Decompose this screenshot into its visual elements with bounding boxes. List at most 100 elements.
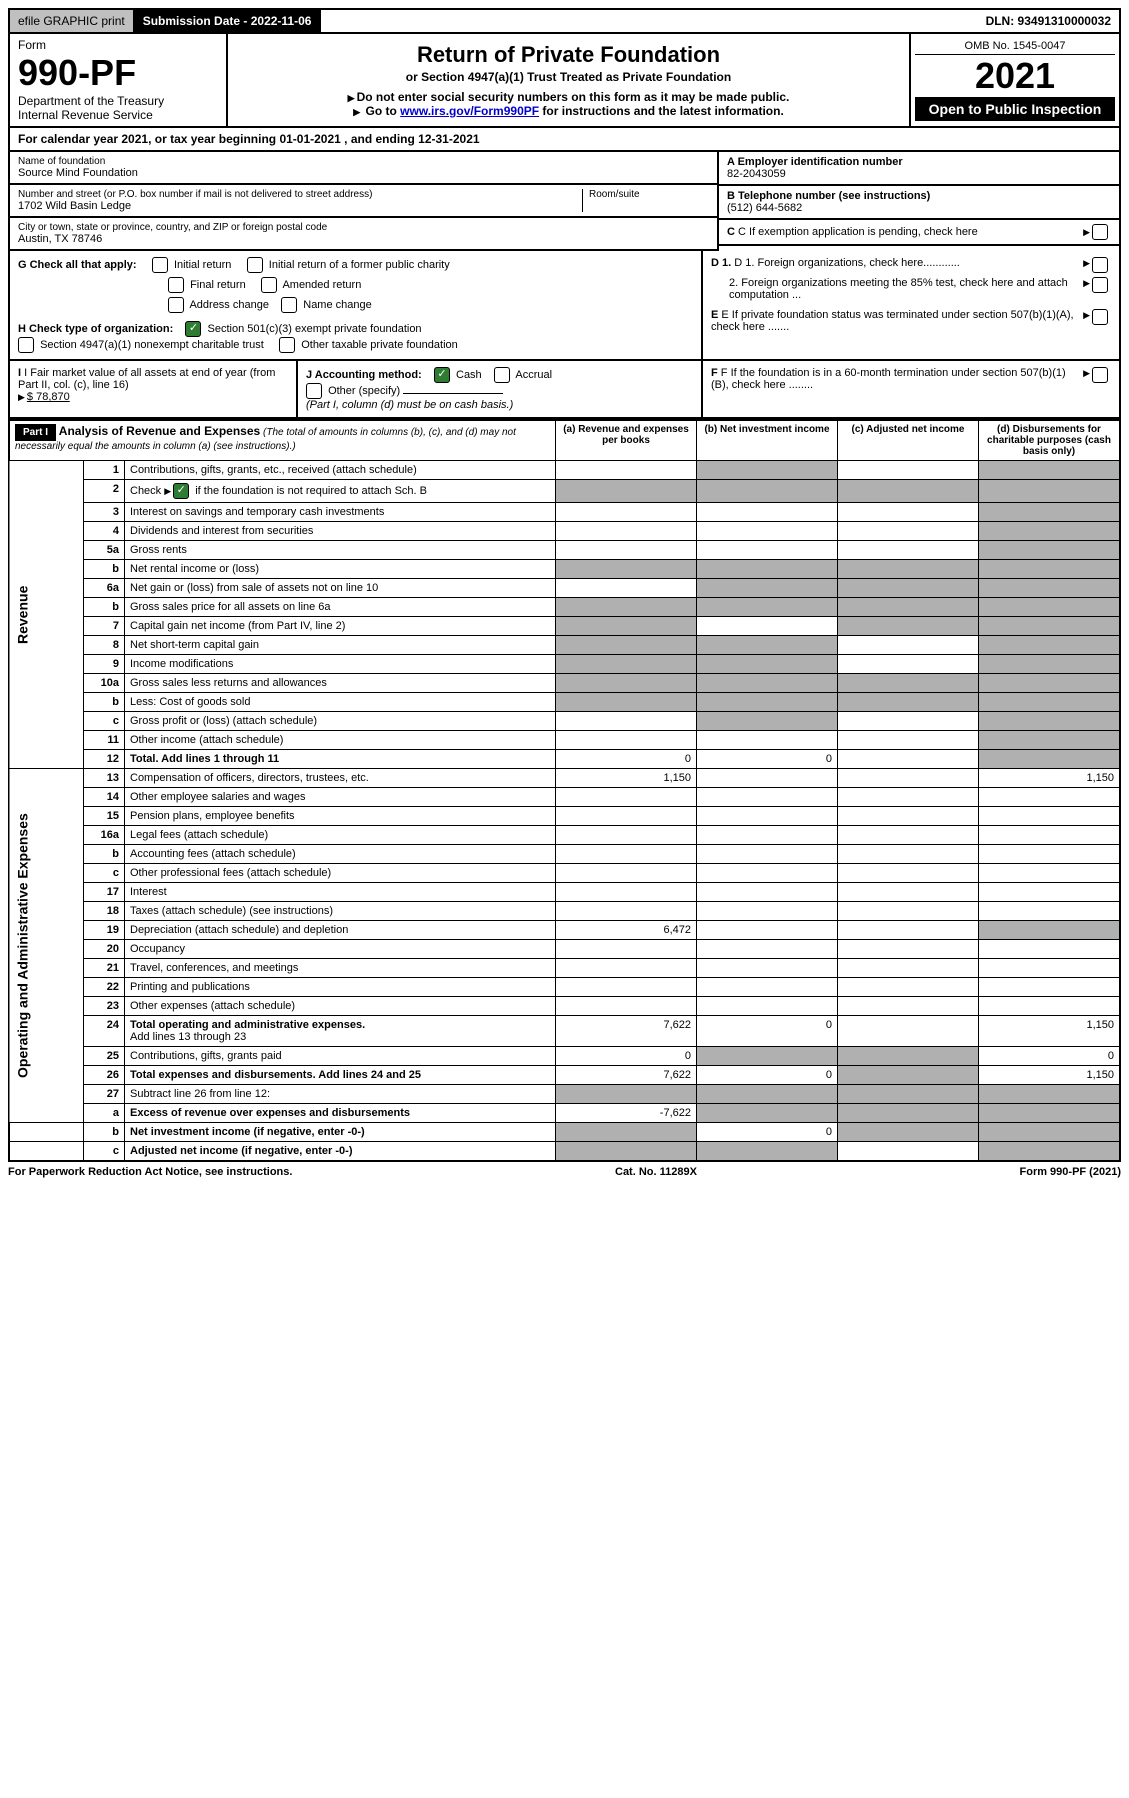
- phone-value: (512) 644-5682: [727, 202, 1111, 214]
- dept-treasury: Department of the Treasury: [18, 94, 218, 108]
- exemption-checkbox[interactable]: [1092, 224, 1108, 240]
- final-return-checkbox[interactable]: [168, 277, 184, 293]
- ssn-note: Do not enter social security numbers on …: [234, 90, 903, 104]
- r24-d: 1,150: [979, 1016, 1121, 1047]
- row-17: Interest: [125, 883, 556, 902]
- form-subtitle: or Section 4947(a)(1) Trust Treated as P…: [234, 70, 903, 84]
- g-opt-0: Initial return: [174, 259, 231, 271]
- row-16a: Legal fees (attach schedule): [125, 826, 556, 845]
- row-5a: Gross rents: [125, 541, 556, 560]
- form-header: Form 990-PF Department of the Treasury I…: [8, 34, 1121, 128]
- row-24b: Add lines 13 through 23: [130, 1031, 246, 1043]
- row-27a: Excess of revenue over expenses and disb…: [130, 1107, 410, 1119]
- col-a-header: Revenue and expenses per books: [578, 424, 689, 446]
- ijf-section: I I Fair market value of all assets at e…: [8, 361, 1121, 419]
- part1-title: Analysis of Revenue and Expenses: [59, 424, 260, 438]
- arrow-icon: [164, 485, 173, 497]
- cat-number: Cat. No. 11289X: [615, 1166, 697, 1178]
- h-opt-3: Other taxable private foundation: [301, 339, 458, 351]
- row-23: Other expenses (attach schedule): [125, 997, 556, 1016]
- other-taxable-checkbox[interactable]: [279, 337, 295, 353]
- address-change-checkbox[interactable]: [168, 297, 184, 313]
- 4947a1-checkbox[interactable]: [18, 337, 34, 353]
- omb-number: OMB No. 1545-0047: [915, 38, 1115, 55]
- calendar-year-line: For calendar year 2021, or tax year begi…: [8, 128, 1121, 152]
- schb-checkbox[interactable]: [173, 483, 189, 499]
- row-10a: Gross sales less returns and allowances: [125, 674, 556, 693]
- arrow-icon: [1083, 367, 1092, 391]
- other-method-checkbox[interactable]: [306, 383, 322, 399]
- r27b-b: 0: [697, 1123, 838, 1142]
- phone-label: B Telephone number (see instructions): [727, 190, 1111, 202]
- arrow-icon: [1083, 257, 1092, 273]
- row-12: Total. Add lines 1 through 11: [130, 753, 279, 765]
- j-other: Other (specify): [328, 385, 400, 397]
- row-2-post: if the foundation is not required to att…: [192, 485, 427, 497]
- col-b-header: Net investment income: [720, 424, 829, 435]
- goto-pre: Go to: [365, 104, 400, 118]
- r26-a: 7,622: [556, 1066, 697, 1085]
- arrow-icon: [1083, 226, 1092, 238]
- g-label: G Check all that apply:: [18, 259, 137, 271]
- row-5b: Net rental income or (loss): [125, 560, 556, 579]
- d2-label: 2. Foreign organizations meeting the 85%…: [729, 277, 1068, 301]
- top-bar: efile GRAPHIC print Submission Date - 20…: [8, 8, 1121, 34]
- e-checkbox[interactable]: [1092, 309, 1108, 325]
- h-label: H Check type of organization:: [18, 323, 173, 335]
- page-footer: For Paperwork Reduction Act Notice, see …: [8, 1162, 1121, 1182]
- dln-number: DLN: 93491310000032: [978, 10, 1119, 32]
- row-26: Total expenses and disbursements. Add li…: [130, 1069, 421, 1081]
- form-ref: Form 990-PF (2021): [1020, 1166, 1121, 1178]
- form990pf-link[interactable]: www.irs.gov/Form990PF: [400, 104, 539, 118]
- row-2-pre: Check: [130, 485, 164, 497]
- f-label: F If the foundation is in a 60-month ter…: [711, 367, 1066, 391]
- row-14: Other employee salaries and wages: [125, 788, 556, 807]
- accrual-checkbox[interactable]: [494, 367, 510, 383]
- form-number: 990-PF: [18, 52, 218, 94]
- initial-return-checkbox[interactable]: [152, 257, 168, 273]
- row-3: Interest on savings and temporary cash i…: [125, 503, 556, 522]
- initial-former-checkbox[interactable]: [247, 257, 263, 273]
- g-opt-1: Initial return of a former public charit…: [269, 259, 450, 271]
- r24-b: 0: [697, 1016, 838, 1047]
- d2-checkbox[interactable]: [1092, 277, 1108, 293]
- name-change-checkbox[interactable]: [281, 297, 297, 313]
- amended-return-checkbox[interactable]: [261, 277, 277, 293]
- ein-label: A Employer identification number: [727, 156, 1111, 168]
- d1-checkbox[interactable]: [1092, 257, 1108, 273]
- foundation-info: Name of foundation Source Mind Foundatio…: [8, 152, 1121, 251]
- row-10b: Less: Cost of goods sold: [125, 693, 556, 712]
- revenue-section-label: Revenue: [9, 461, 84, 769]
- j-note: (Part I, column (d) must be on cash basi…: [306, 399, 693, 411]
- r26-d: 1,150: [979, 1066, 1121, 1085]
- j-cash: Cash: [456, 369, 482, 381]
- f-checkbox[interactable]: [1092, 367, 1108, 383]
- room-label: Room/suite: [589, 189, 709, 200]
- arrow-icon: [1083, 309, 1092, 333]
- cash-checkbox[interactable]: [434, 367, 450, 383]
- row-16c: Other professional fees (attach schedule…: [125, 864, 556, 883]
- irs-label: Internal Revenue Service: [18, 108, 218, 122]
- col-c-header: Adjusted net income: [866, 424, 964, 435]
- expenses-section-label: Operating and Administrative Expenses: [9, 769, 84, 1123]
- checks-section: G Check all that apply: Initial return I…: [8, 251, 1121, 361]
- row-11: Other income (attach schedule): [125, 731, 556, 750]
- row-9: Income modifications: [125, 655, 556, 674]
- row-27b: Net investment income (if negative, ente…: [130, 1126, 365, 1138]
- row-8: Net short-term capital gain: [125, 636, 556, 655]
- g-opt-4: Address change: [189, 299, 269, 311]
- i-label: I Fair market value of all assets at end…: [18, 367, 275, 391]
- row-20: Occupancy: [125, 940, 556, 959]
- fmv-value: $ 78,870: [27, 391, 70, 403]
- tax-year: 2021: [915, 55, 1115, 97]
- r13-d: 1,150: [979, 769, 1121, 788]
- row-19: Depreciation (attach schedule) and deple…: [125, 921, 556, 940]
- row-21: Travel, conferences, and meetings: [125, 959, 556, 978]
- 501c3-checkbox[interactable]: [185, 321, 201, 337]
- name-label: Name of foundation: [18, 156, 709, 167]
- efile-button[interactable]: efile GRAPHIC print: [10, 10, 135, 32]
- row-15: Pension plans, employee benefits: [125, 807, 556, 826]
- form-word: Form: [18, 38, 218, 52]
- r25-a: 0: [556, 1047, 697, 1066]
- r26-b: 0: [697, 1066, 838, 1085]
